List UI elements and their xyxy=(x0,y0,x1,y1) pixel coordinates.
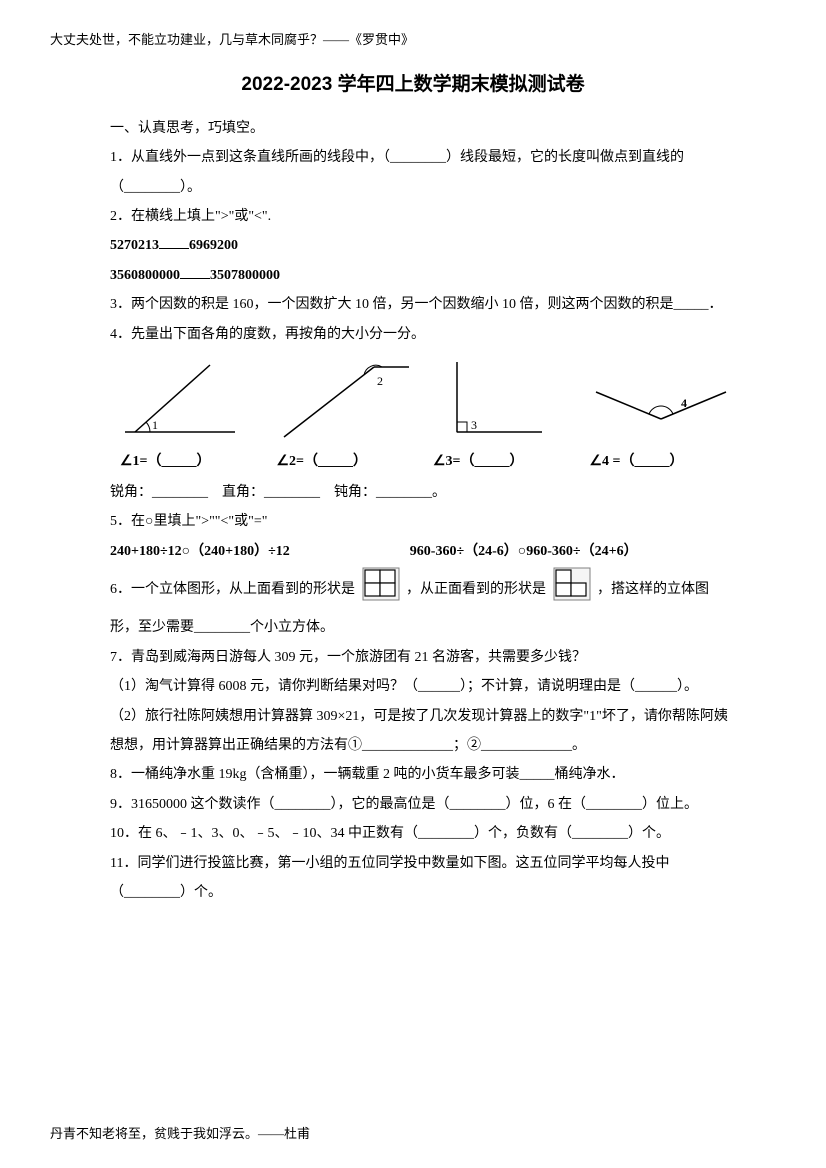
angle-2-diagram: 2 xyxy=(269,357,419,442)
q5-expressions: 240+180÷12○（240+180）÷12 960-360÷（24-6）○9… xyxy=(110,537,736,566)
angle-3-diagram: 3 xyxy=(427,357,577,442)
shape-front-view xyxy=(552,566,592,613)
exam-content: 一、认真思考，巧填空。 1．从直线外一点到这条直线所画的线段中，（_______… xyxy=(50,114,776,908)
q2-compare-2: 3560800000 3507800000 xyxy=(110,261,736,290)
question-8: 8．一桶纯净水重 19kg（含桶重），一辆载重 2 吨的小货车最多可装_____… xyxy=(110,760,736,789)
q5-expr-2: 960-360÷（24-6）○960-360÷（24+6） xyxy=(410,537,638,566)
question-3: 3．两个因数的积是 160，一个因数扩大 10 倍，另一个因数缩小 10 倍，则… xyxy=(110,290,736,319)
angle-1-label: ∠1=（_____） xyxy=(110,450,267,470)
question-7: 7．青岛到威海两日游每人 309 元，一个旅游团有 21 名游客，共需要多少钱？ xyxy=(110,643,736,672)
blank xyxy=(180,264,210,279)
question-7-2: （2）旅行社陈阿姨想用计算器算 309×21，可是按了几次发现计算器上的数字"1… xyxy=(110,702,736,761)
footer-quote: 丹青不知老将至，贫贱于我如浮云。——杜甫 xyxy=(50,1123,310,1142)
svg-text:1: 1 xyxy=(152,418,158,432)
svg-text:4: 4 xyxy=(681,396,687,410)
section-heading: 一、认真思考，巧填空。 xyxy=(110,114,736,143)
question-10: 10．在 6、﹣1、3、0、﹣5、﹣10、34 中正数有（________）个，… xyxy=(110,819,736,848)
header-quote: 大丈夫处世，不能立功建业，几与草木同腐乎？——《罗贯中》 xyxy=(50,30,776,51)
question-9: 9．31650000 这个数读作（________），它的最高位是（______… xyxy=(110,790,736,819)
question-11: 11．同学们进行投篮比赛，第一小组的五位同学投中数量如下图。这五位同学平均每人投… xyxy=(110,849,736,908)
q6-text-b: ，从正面看到的形状是 xyxy=(406,582,546,597)
q5-expr-1: 240+180÷12○（240+180）÷12 xyxy=(110,537,290,566)
blank xyxy=(159,234,189,249)
angle-4-diagram: 4 xyxy=(586,357,736,442)
exam-page: 大丈夫处世，不能立功建业，几与草木同腐乎？——《罗贯中》 2022-2023 学… xyxy=(0,0,826,1168)
question-5: 5．在○里填上">""<"或"=" xyxy=(110,507,736,536)
question-6: 6．一个立体图形，从上面看到的形状是 ，从正面看到的形状是 xyxy=(110,566,736,643)
angle-diagrams: 1 2 3 4 xyxy=(110,357,736,442)
exam-title: 2022-2023 学年四上数学期末模拟测试卷 xyxy=(50,69,776,96)
q2-num-1a: 5270213 xyxy=(110,238,159,253)
q2-num-1b: 6969200 xyxy=(189,238,238,253)
question-4: 4．先量出下面各角的度数，再按角的大小分一分。 xyxy=(110,320,736,349)
q6-text-a: 6．一个立体图形，从上面看到的形状是 xyxy=(110,582,355,597)
question-7-1: （1）淘气计算得 6008 元，请你判断结果对吗？（______）；不计算，请说… xyxy=(110,672,736,701)
angle-labels-row: ∠1=（_____） ∠2=（_____） ∠3=（_____） ∠4 =（__… xyxy=(110,450,736,470)
svg-text:3: 3 xyxy=(471,418,477,432)
q2-compare-1: 5270213 6969200 xyxy=(110,231,736,260)
angle-1-diagram: 1 xyxy=(110,357,260,442)
q2-num-2b: 3507800000 xyxy=(210,268,280,283)
angle-4-label: ∠4 =（_____） xyxy=(580,450,737,470)
q4-categories: 锐角：________ 直角：________ 钝角：________。 xyxy=(110,478,736,507)
question-2: 2．在横线上填上">"或"<". xyxy=(110,202,736,231)
angle-3-label: ∠3=（_____） xyxy=(423,450,580,470)
question-1: 1．从直线外一点到这条直线所画的线段中，（________）线段最短，它的长度叫… xyxy=(110,143,736,202)
svg-text:2: 2 xyxy=(377,374,383,388)
q2-num-2a: 3560800000 xyxy=(110,268,180,283)
shape-top-view xyxy=(361,566,401,613)
angle-2-label: ∠2=（_____） xyxy=(267,450,424,470)
